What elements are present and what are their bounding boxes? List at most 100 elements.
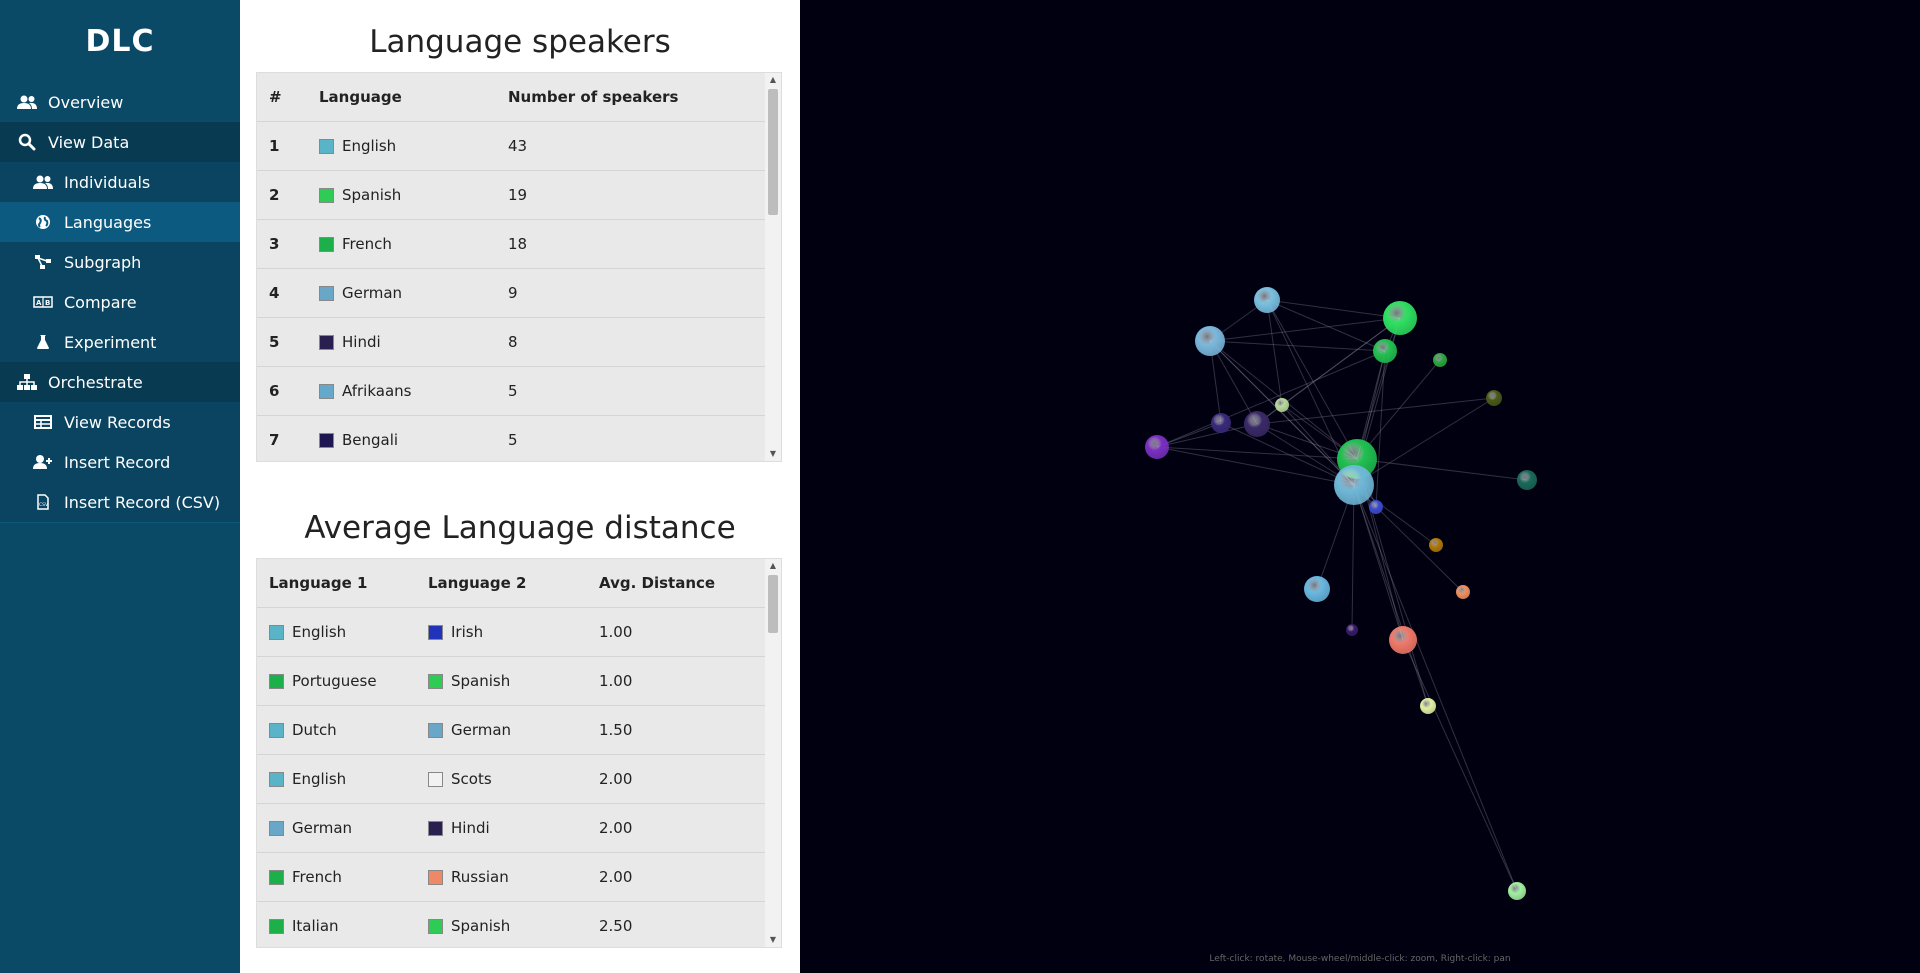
table-row[interactable]: English Scots 2.00 bbox=[257, 755, 781, 804]
distance-table[interactable]: Language 1 Language 2 Avg. Distance Engl… bbox=[256, 558, 782, 948]
language-color-swatch bbox=[269, 624, 284, 640]
language-graph-canvas[interactable]: Left-click: rotate, Mouse-wheel/middle-c… bbox=[800, 0, 1920, 973]
sidebar-item-overview[interactable]: Overview bbox=[0, 82, 240, 122]
speakers-scrollbar[interactable]: ▲ ▼ bbox=[765, 73, 781, 461]
language-node[interactable] bbox=[1389, 626, 1417, 654]
sidebar-item-view-data[interactable]: View Data bbox=[0, 122, 240, 162]
table-row[interactable]: German Hindi 2.00 bbox=[257, 804, 781, 853]
language-node[interactable] bbox=[1508, 882, 1526, 900]
language-name: English bbox=[342, 137, 397, 155]
language-color-swatch bbox=[319, 334, 334, 350]
rank-cell: 2 bbox=[269, 186, 280, 204]
graph-svg[interactable] bbox=[800, 0, 1920, 950]
language-1-cell: German bbox=[257, 819, 428, 837]
language-node[interactable] bbox=[1304, 576, 1330, 602]
scroll-thumb[interactable] bbox=[768, 89, 778, 215]
distance-scrollbar[interactable]: ▲ ▼ bbox=[765, 559, 781, 947]
language-name: Portuguese bbox=[292, 672, 377, 690]
speakers-title: Language speakers bbox=[369, 24, 671, 60]
language-cell: German bbox=[319, 284, 508, 302]
table-row[interactable]: Dutch German 1.50 bbox=[257, 706, 781, 755]
sidebar-item-label: Insert Record bbox=[64, 452, 171, 472]
language-node[interactable] bbox=[1373, 339, 1397, 363]
sidebar-item-insert-record-csv[interactable]: CSV Insert Record (CSV) bbox=[0, 482, 240, 522]
table-row[interactable]: Portuguese Spanish 1.00 bbox=[257, 657, 781, 706]
language-node[interactable] bbox=[1334, 465, 1374, 505]
table-header: Language 1 Language 2 Avg. Distance bbox=[257, 559, 781, 608]
language-node[interactable] bbox=[1486, 390, 1502, 406]
language-node[interactable] bbox=[1433, 353, 1447, 367]
language-node[interactable] bbox=[1456, 585, 1470, 599]
table-row[interactable]: Italian Spanish 2.50 bbox=[257, 902, 781, 947]
sidebar-item-experiment[interactable]: Experiment bbox=[0, 322, 240, 362]
graph-edge bbox=[1266, 299, 1401, 319]
language-node[interactable] bbox=[1346, 624, 1358, 636]
table-row[interactable]: 1 English 43 bbox=[257, 122, 781, 171]
subgraph-icon bbox=[32, 251, 54, 273]
scroll-down-arrow[interactable]: ▼ bbox=[769, 935, 777, 944]
sidebar-item-subgraph[interactable]: Subgraph bbox=[0, 242, 240, 282]
sidebar-item-languages[interactable]: Languages bbox=[0, 202, 240, 242]
graph-edge bbox=[1356, 458, 1528, 481]
table-row[interactable]: English Irish 1.00 bbox=[257, 608, 781, 657]
sidebar-item-orchestrate[interactable]: Orchestrate bbox=[0, 362, 240, 402]
language-cell: English bbox=[319, 137, 508, 155]
rank-cell: 6 bbox=[269, 382, 280, 400]
scroll-down-arrow[interactable]: ▼ bbox=[769, 449, 777, 458]
language-name: Bengali bbox=[342, 431, 399, 449]
speaker-count-cell: 18 bbox=[508, 235, 528, 253]
language-node[interactable] bbox=[1244, 411, 1270, 437]
language-node[interactable] bbox=[1275, 398, 1289, 412]
graph-edge bbox=[1356, 458, 1429, 707]
language-color-swatch bbox=[428, 869, 443, 885]
graph-edge bbox=[1353, 397, 1495, 486]
language-color-swatch bbox=[319, 285, 334, 301]
table-row[interactable]: 3 French 18 bbox=[257, 220, 781, 269]
language-name: Dutch bbox=[292, 721, 337, 739]
sidebar-item-label: Experiment bbox=[64, 332, 157, 352]
sidebar-item-label: Orchestrate bbox=[48, 372, 143, 392]
language-node[interactable] bbox=[1383, 301, 1417, 335]
language-node[interactable] bbox=[1420, 698, 1436, 714]
rank-cell: 3 bbox=[269, 235, 280, 253]
language-name: German bbox=[342, 284, 403, 302]
language-cell: Afrikaans bbox=[319, 382, 508, 400]
graph-edge bbox=[1156, 350, 1386, 448]
language-node[interactable] bbox=[1211, 413, 1231, 433]
language-node[interactable] bbox=[1429, 538, 1443, 552]
language-node[interactable] bbox=[1195, 326, 1225, 356]
scroll-thumb[interactable] bbox=[768, 575, 778, 633]
sidebar-item-individuals[interactable]: Individuals bbox=[0, 162, 240, 202]
scroll-up-arrow[interactable]: ▲ bbox=[769, 75, 777, 84]
sidebar-item-view-records[interactable]: View Records bbox=[0, 402, 240, 442]
language-name: Hindi bbox=[342, 333, 381, 351]
table-row[interactable]: 5 Hindi 8 bbox=[257, 318, 781, 367]
speakers-table[interactable]: # Language Number of speakers 1 English 43… bbox=[256, 72, 782, 462]
language-name: Irish bbox=[451, 623, 484, 641]
language-node[interactable] bbox=[1369, 500, 1383, 514]
rank-cell: 7 bbox=[269, 431, 280, 449]
language-1-cell: French bbox=[257, 868, 428, 886]
language-color-swatch bbox=[428, 722, 443, 738]
language-node[interactable] bbox=[1145, 435, 1169, 459]
avg-distance-cell: 1.00 bbox=[599, 672, 633, 690]
table-row[interactable]: French Russian 2.00 bbox=[257, 853, 781, 902]
table-row[interactable]: 4 German 9 bbox=[257, 269, 781, 318]
language-name: Russian bbox=[451, 868, 509, 886]
language-color-swatch bbox=[319, 383, 334, 399]
language-node[interactable] bbox=[1254, 287, 1280, 313]
language-node[interactable] bbox=[1517, 470, 1537, 490]
table-row[interactable]: 6 Afrikaans 5 bbox=[257, 367, 781, 416]
table-row[interactable]: 2 Spanish 19 bbox=[257, 171, 781, 220]
language-color-swatch bbox=[428, 771, 443, 787]
sidebar-item-insert-record[interactable]: Insert Record bbox=[0, 442, 240, 482]
graph-controls-hint: Left-click: rotate, Mouse-wheel/middle-c… bbox=[1209, 954, 1511, 964]
language-1-cell: English bbox=[257, 623, 428, 641]
sidebar-item-label: Languages bbox=[64, 212, 152, 232]
sidebar-divider bbox=[0, 522, 240, 528]
table-row[interactable]: 7 Bengali 5 bbox=[257, 416, 781, 461]
users-icon bbox=[32, 171, 54, 193]
language-color-swatch bbox=[269, 820, 284, 836]
scroll-up-arrow[interactable]: ▲ bbox=[769, 561, 777, 570]
